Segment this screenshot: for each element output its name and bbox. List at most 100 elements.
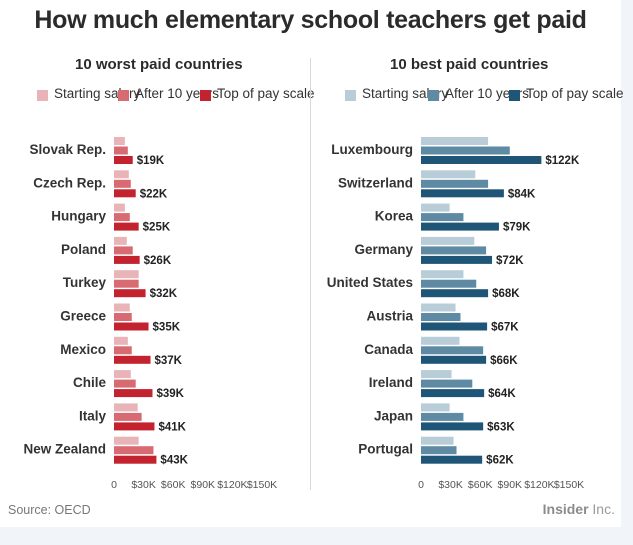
category-label: Slovak Rep. [29,142,106,157]
bar-after-10-years [421,213,464,222]
bar-top-of-scale [114,355,151,364]
value-label: $41K [158,421,186,433]
category-label: Ireland [369,375,413,390]
bar-after-10-years [421,313,461,321]
left-panel-title: 10 worst paid countries [75,56,243,73]
value-label: $35K [153,322,181,334]
value-label: $19K [137,155,165,167]
bar-after-10-years [114,446,154,455]
bar-after-10-years [421,446,457,455]
bar-after-10-years [114,379,136,388]
category-label: Hungary [51,209,106,224]
category-label: Korea [375,209,414,224]
value-label: $84K [508,188,536,200]
bar-after-10-years [421,346,484,355]
bar-starting [114,170,129,179]
legend-swatch [345,90,356,101]
category-label: Luxembourg [331,142,413,157]
panel-divider [310,58,311,490]
brand-rest: Inc. [588,501,615,517]
category-label: Italy [79,408,107,423]
legend-label: Top of pay scale [526,86,624,101]
value-label: $66K [490,355,518,367]
bar-top-of-scale [114,289,146,298]
bar-starting [421,436,454,445]
bar-after-10-years [421,279,477,288]
bar-starting [114,403,138,412]
bar-top-of-scale [421,255,493,264]
bar-starting [421,303,456,312]
bar-top-of-scale [114,455,157,464]
x-tick-label: $30K [438,479,463,491]
x-tick-label: $120K [524,479,554,491]
bar-after-10-years [421,179,489,188]
category-label: Poland [61,242,106,257]
value-label: $26K [144,255,172,267]
bar-starting [114,336,128,345]
category-label: Switzerland [338,175,413,190]
value-label: $72K [496,255,524,267]
category-label: Czech Rep. [33,175,106,190]
bar-after-10-years [421,146,510,155]
bar-starting [421,370,452,379]
bar-top-of-scale [421,156,542,164]
bar-top-of-scale [421,389,485,398]
bar-starting [114,303,130,312]
category-label: Canada [364,342,413,357]
value-label: $63K [487,421,515,433]
source-note: Source: OECD [8,503,91,517]
bar-starting [421,203,450,212]
bar-after-10-years [114,346,132,355]
value-label: $39K [156,388,184,400]
right-panel-title: 10 best paid countries [390,56,549,73]
legend-swatch [37,90,48,101]
bar-top-of-scale [421,222,499,231]
category-label: Portugal [358,442,413,457]
value-label: $43K [160,455,188,467]
legend-label: Top of pay scale [217,86,315,101]
bar-starting [114,270,139,279]
bar-after-10-years [114,279,139,288]
bar-top-of-scale [114,322,149,331]
bar-top-of-scale [114,156,133,164]
bar-after-10-years [114,412,142,421]
value-label: $67K [491,322,519,334]
bar-top-of-scale [421,289,489,298]
category-label: United States [327,275,413,290]
value-label: $32K [150,288,178,300]
brand-bold: Insider [542,501,589,517]
bar-top-of-scale [114,255,140,264]
legend-swatch [428,90,439,101]
category-label: Austria [366,309,413,324]
bar-after-10-years [421,246,487,255]
legend-swatch [509,90,520,101]
bar-top-of-scale [114,222,139,231]
value-label: $25K [143,222,171,234]
bar-starting [421,236,475,245]
brand-logo: Insider Inc. [543,501,615,517]
value-label: $22K [140,188,168,200]
x-tick-label: $150K [247,479,277,491]
bar-top-of-scale [114,189,136,198]
bar-starting [114,137,125,145]
bar-after-10-years [114,213,130,222]
bar-starting [421,137,489,145]
value-label: $68K [492,288,520,300]
bar-top-of-scale [421,455,483,464]
value-label: $122K [545,155,580,167]
page-bottom-band [0,527,633,545]
category-label: Japan [374,408,413,423]
bar-after-10-years [114,146,128,155]
x-tick-label: $120K [217,479,247,491]
bar-starting [114,203,125,212]
bar-top-of-scale [421,422,484,431]
x-tick-label: $60K [468,479,493,491]
category-label: Greece [60,309,106,324]
category-label: Mexico [60,342,106,357]
bar-starting [114,236,127,245]
bar-starting [114,370,131,379]
legend-swatch [200,90,211,101]
bar-after-10-years [114,246,133,255]
bar-starting [114,436,139,445]
category-label: New Zealand [23,442,106,457]
